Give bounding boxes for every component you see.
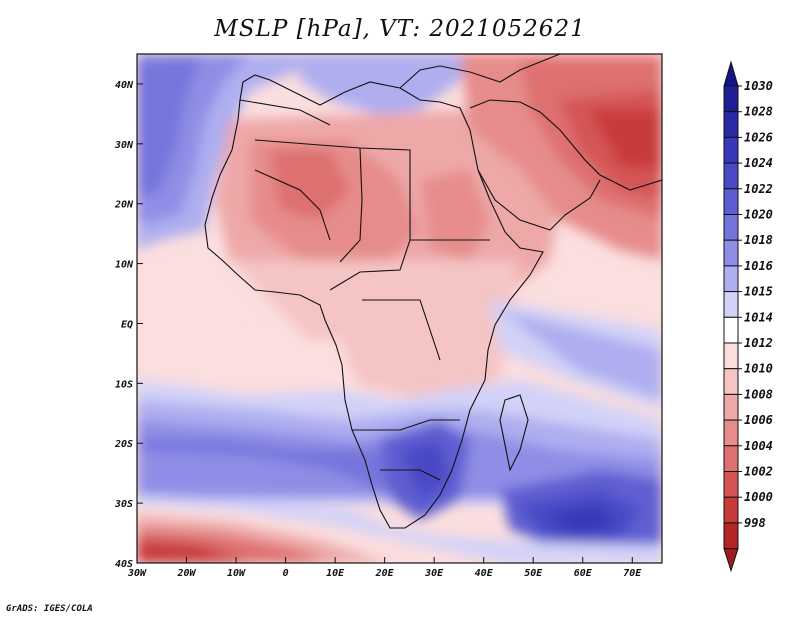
colorbar-label: 1008 [744, 387, 773, 401]
colorbar-cell [723, 111, 739, 138]
pressure-field [137, 54, 662, 563]
colorbar-cell [723, 162, 739, 190]
lon-tick-label: 10W [227, 568, 246, 579]
colorbar-cell [723, 239, 739, 267]
lat-tick-label: 40N [115, 80, 134, 91]
colorbar-label: 1024 [744, 156, 773, 170]
colorbar-label: 1018 [744, 233, 773, 247]
colorbar-label: 1000 [744, 490, 773, 504]
lat-tick-label: 40S [115, 559, 133, 570]
lat-tick-label: 20S [114, 439, 133, 450]
colorbar-cell [723, 419, 739, 447]
map-frame [136, 53, 663, 564]
colorbar-label: 1016 [744, 259, 773, 273]
lat-tick-label: EQ [121, 319, 133, 330]
colorbar-cell [723, 188, 739, 216]
colorbar-label: 1010 [744, 362, 773, 376]
colorbar-label: 1004 [744, 439, 773, 453]
lat-tick-label: 20N [114, 200, 134, 211]
lon-tick-label: 50E [524, 568, 543, 579]
lat-tick-label: 30S [114, 499, 133, 510]
colorbar: 1030 1028 1026 1024 1022 1020 1018 1016 1015 1014… [723, 60, 773, 573]
lon-tick-label: 30E [424, 568, 444, 579]
colorbar-label: 1006 [744, 413, 773, 427]
lon-tick-label: 20E [375, 568, 395, 579]
colorbar-cell [723, 445, 739, 472]
colorbar-label: 1022 [744, 182, 773, 196]
colorbar-label: 1028 [744, 105, 773, 119]
coastlines [204, 54, 662, 529]
colorbar-cell [723, 136, 739, 164]
colorbar-label: 1015 [744, 285, 773, 299]
lat-tick-label: 10N [115, 260, 134, 271]
colorbar-top-triangle [723, 60, 739, 87]
colorbar-cell [723, 85, 739, 113]
lon-tick-label: 0 [283, 568, 289, 579]
colorbar-cell [723, 265, 739, 293]
colorbar-label: 998 [744, 516, 766, 530]
colorbar-label: 1014 [744, 310, 773, 324]
lat-tick-label: 30N [114, 140, 134, 151]
lat-tick-label: 10S [115, 379, 133, 390]
colorbar-label: 1026 [744, 130, 773, 144]
colorbar-cell [723, 316, 739, 344]
colorbar-cell [723, 291, 739, 318]
grads-credit: GrADS: IGES/COLA [6, 604, 93, 614]
lon-tick-label: 70E [623, 568, 642, 579]
lon-tick-label: 20W [176, 568, 196, 579]
lon-tick-label: 10E [326, 568, 345, 579]
colorbar-cell [723, 342, 739, 370]
lon-tick-label: 30W [127, 568, 147, 579]
colorbar-cell [723, 368, 739, 395]
colorbar-cell [723, 522, 739, 550]
colorbar-bottom-triangle [723, 548, 739, 573]
lon-axis: 30W 20W 10W 0 10E 20E 30E 40E 50E 60E 70E [127, 557, 642, 579]
colorbar-label: 1002 [744, 465, 773, 479]
colorbar-cell [723, 496, 739, 524]
map-title: MSLP [hPa], VT: 2021052621 [214, 16, 586, 42]
lat-axis: 40N 30N 20N 10N EQ 10S 20S 30S 40S [114, 80, 143, 570]
colorbar-cell [723, 393, 739, 421]
lon-tick-label: 40E [475, 568, 494, 579]
colorbar-label: 1012 [744, 336, 773, 350]
lon-tick-label: 60E [574, 568, 593, 579]
colorbar-label: 1020 [744, 208, 773, 222]
colorbar-cell [723, 471, 739, 498]
colorbar-label: 1030 [744, 79, 773, 93]
colorbar-cell [723, 214, 739, 241]
